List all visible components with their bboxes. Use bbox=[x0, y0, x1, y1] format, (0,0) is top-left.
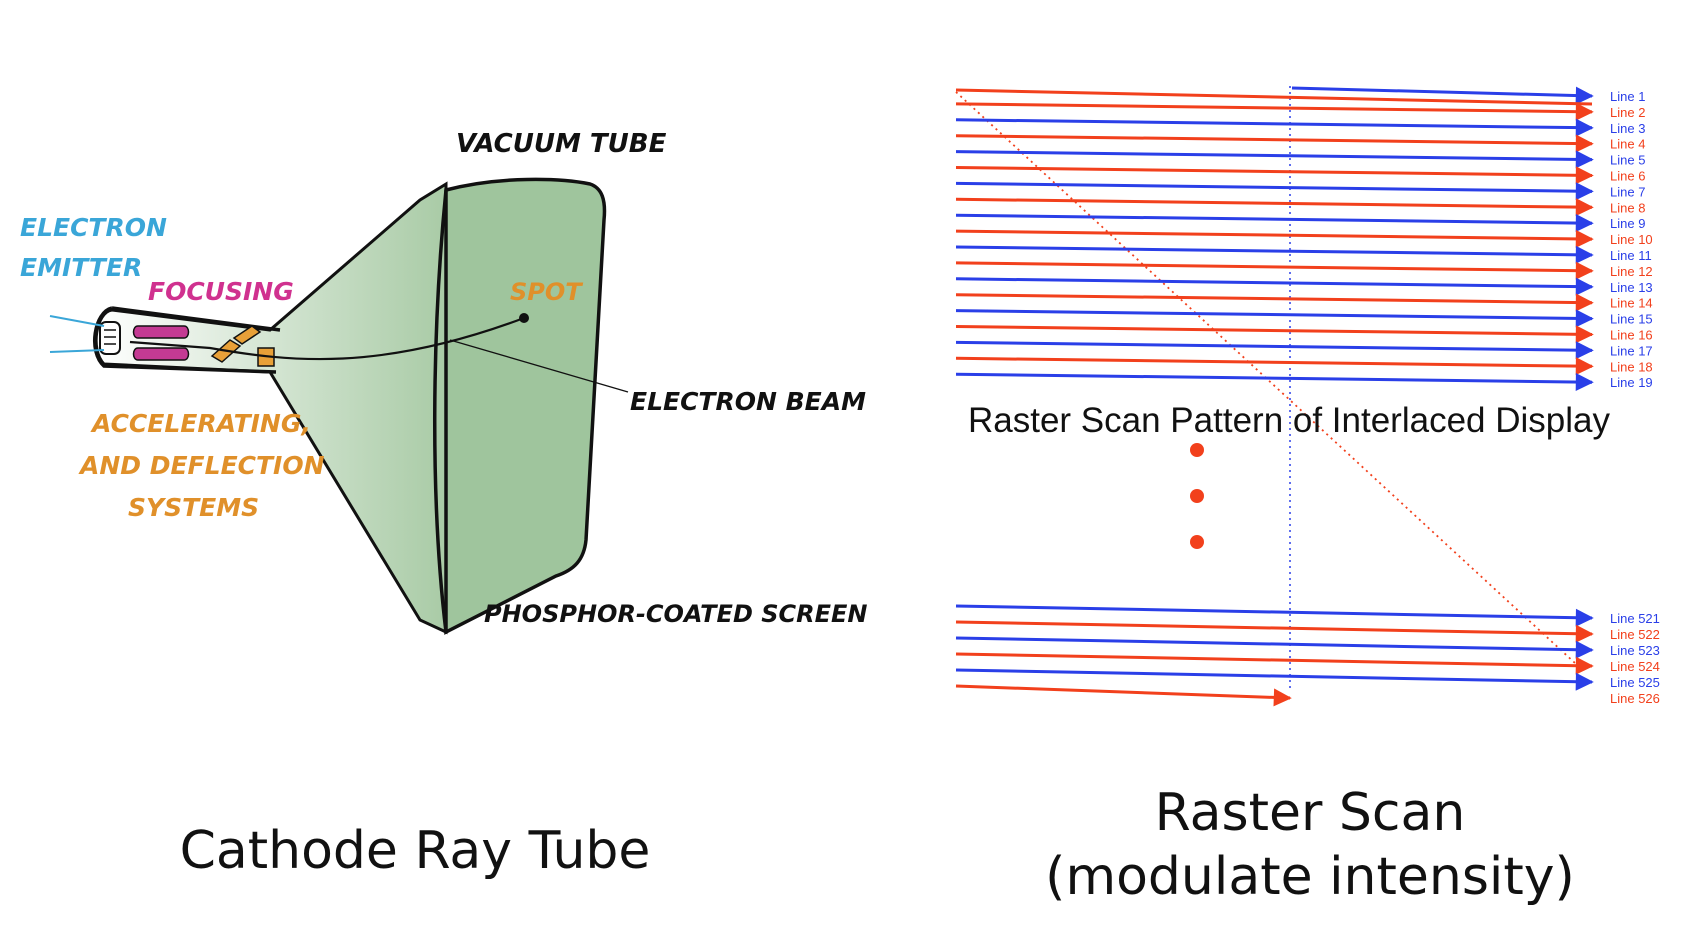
top-scan-line-16 bbox=[955, 325, 1594, 344]
top-scan-line-2 bbox=[955, 102, 1594, 121]
bottom-scan-line-6 bbox=[955, 684, 1292, 707]
top-scan-line-8 bbox=[955, 197, 1594, 217]
label-electron-emitter-1: ELECTRON bbox=[20, 213, 167, 242]
top-scan-line-9 bbox=[955, 213, 1594, 232]
top-line-label-2: Line 2 bbox=[1610, 105, 1645, 120]
top-line-label-19: Line 19 bbox=[1610, 375, 1653, 390]
top-line-label-18: Line 18 bbox=[1610, 359, 1653, 374]
top-scan-line-19 bbox=[955, 372, 1594, 391]
crt-diagram bbox=[49, 177, 629, 635]
tube-body bbox=[94, 181, 448, 635]
top-scan-line-11 bbox=[955, 245, 1594, 264]
caption-raster-1: Raster Scan bbox=[1154, 783, 1466, 843]
bottom-scan-line-1 bbox=[955, 604, 1594, 627]
top-scan-line-start bbox=[955, 88, 1593, 106]
caption-crt: Cathode Ray Tube bbox=[179, 821, 651, 881]
focusing-coils bbox=[132, 325, 190, 361]
raster-title: Raster Scan Pattern of Interlaced Displa… bbox=[968, 401, 1610, 440]
label-focusing: FOCUSING bbox=[148, 277, 294, 306]
top-line-label-7: Line 7 bbox=[1610, 184, 1645, 199]
top-line-label-17: Line 17 bbox=[1610, 343, 1653, 358]
bottom-line-label-2: Line 522 bbox=[1610, 627, 1660, 642]
label-vacuum-tube: VACUUM TUBE bbox=[456, 129, 667, 159]
top-line-label-12: Line 12 bbox=[1610, 264, 1653, 279]
top-scan-line-10 bbox=[955, 229, 1594, 248]
label-spot: SPOT bbox=[510, 278, 583, 306]
label-phosphor-screen: PHOSPHOR-COATED SCREEN bbox=[484, 600, 867, 628]
screen-edge bbox=[433, 189, 448, 633]
bottom-scan-line-3 bbox=[955, 636, 1594, 659]
top-line-label-13: Line 13 bbox=[1610, 280, 1653, 295]
top-line-label-9: Line 9 bbox=[1610, 216, 1645, 231]
top-scan-line-17 bbox=[955, 340, 1594, 360]
ellipsis-dot-1 bbox=[1190, 443, 1204, 457]
top-line-label-16: Line 16 bbox=[1610, 328, 1653, 343]
top-scan-line-3 bbox=[955, 118, 1594, 137]
ellipsis-dot-3 bbox=[1190, 535, 1204, 549]
spot bbox=[519, 313, 529, 323]
top-line-label-10: Line 10 bbox=[1610, 232, 1653, 247]
top-line-label-15: Line 15 bbox=[1610, 312, 1653, 327]
top-scan-line-1 bbox=[1291, 86, 1594, 105]
top-line-label-6: Line 6 bbox=[1610, 169, 1645, 184]
bottom-scan-line-4 bbox=[955, 652, 1594, 675]
top-line-label-5: Line 5 bbox=[1610, 153, 1645, 168]
label-accelerating-2: AND DEFLECTION bbox=[78, 451, 325, 480]
label-accelerating-3: SYSTEMS bbox=[128, 493, 259, 522]
top-line-label-14: Line 14 bbox=[1610, 296, 1653, 311]
top-scan-line-7 bbox=[955, 181, 1594, 201]
bottom-line-label-6: Line 526 bbox=[1610, 691, 1660, 706]
label-electron-emitter-2: EMITTER bbox=[20, 253, 142, 282]
label-accelerating-1: ACCELERATING, bbox=[90, 409, 311, 438]
top-line-label-11: Line 11 bbox=[1610, 248, 1652, 263]
top-line-label-4: Line 4 bbox=[1610, 137, 1645, 152]
deflection-plates bbox=[210, 325, 262, 363]
top-scan-line-12 bbox=[955, 261, 1594, 280]
bottom-scan-line-5 bbox=[955, 668, 1594, 691]
electron-beam bbox=[129, 316, 525, 361]
ellipsis-dot-2 bbox=[1190, 489, 1204, 503]
top-line-label-8: Line 8 bbox=[1610, 200, 1645, 215]
top-scan-line-13 bbox=[955, 277, 1594, 296]
top-scan-line-6 bbox=[955, 166, 1594, 185]
top-scan-line-4 bbox=[955, 134, 1594, 153]
bottom-line-label-5: Line 525 bbox=[1610, 675, 1660, 690]
bottom-line-label-3: Line 523 bbox=[1610, 643, 1660, 658]
phosphor-screen bbox=[444, 177, 607, 635]
top-scan-line-5 bbox=[955, 150, 1594, 169]
top-scan-line-18 bbox=[955, 356, 1594, 376]
caption-raster-2: (modulate intensity) bbox=[1045, 847, 1575, 907]
top-scan-line-14 bbox=[955, 293, 1594, 312]
top-scan-line-15 bbox=[955, 309, 1594, 328]
bottom-scan-line-2 bbox=[955, 620, 1594, 643]
bottom-line-label-4: Line 524 bbox=[1610, 659, 1660, 674]
bottom-line-label-1: Line 521 bbox=[1610, 611, 1660, 626]
top-line-label-3: Line 3 bbox=[1610, 121, 1645, 136]
top-line-label-1: Line 1 bbox=[1610, 89, 1645, 104]
label-electron-beam: ELECTRON BEAM bbox=[630, 387, 866, 416]
